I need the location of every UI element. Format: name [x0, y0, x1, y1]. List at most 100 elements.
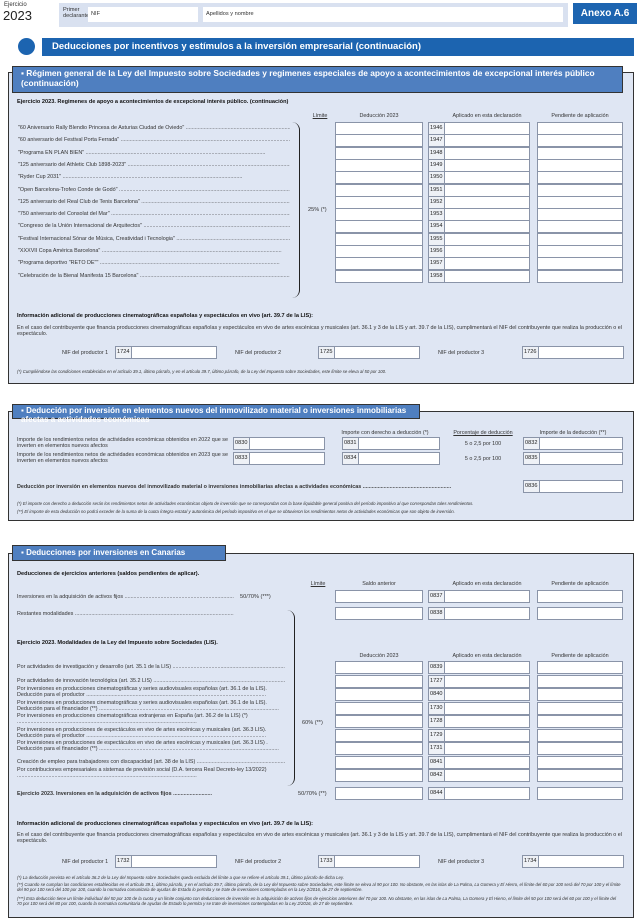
fixed-deduccion-input[interactable] [335, 787, 423, 800]
aplicado-field-1958[interactable]: 1958 [428, 269, 530, 283]
input-area [445, 209, 529, 220]
field-0836[interactable]: 0836 [523, 480, 623, 493]
aplicado-field-1956[interactable]: 1956 [428, 245, 530, 258]
nif-productor-1[interactable]: 1732 [115, 855, 217, 868]
input-area [359, 438, 439, 449]
aplicado-field-1730[interactable]: 1730 [428, 701, 530, 715]
pendiente-input[interactable] [537, 146, 623, 160]
aplicado-field-1729[interactable]: 1729 [428, 728, 530, 742]
deduccion-input[interactable] [335, 742, 423, 755]
input-area [445, 703, 529, 714]
aplicado-field-0839[interactable]: 0839 [428, 661, 530, 674]
pendiente-input[interactable] [537, 183, 623, 197]
pendiente-input[interactable] [537, 245, 623, 258]
pendiente-input[interactable] [537, 728, 623, 742]
saldo-input[interactable] [335, 607, 423, 620]
nif-productor-1[interactable]: 1724 [115, 346, 217, 359]
deduccion-input[interactable] [335, 269, 423, 283]
pendiente-input[interactable] [537, 232, 623, 246]
pendiente-input[interactable] [537, 607, 623, 620]
deduccion-input[interactable] [335, 715, 423, 728]
aplicado-field-1955[interactable]: 1955 [428, 232, 530, 246]
aplicado-field-0837[interactable]: 0837 [428, 590, 530, 603]
pendiente-input[interactable] [537, 208, 623, 222]
nif-field[interactable]: NIF [88, 7, 198, 22]
nif-productor-2[interactable]: 1733 [318, 855, 420, 868]
aplicado-field-1727[interactable]: 1727 [428, 674, 530, 688]
saldo-input[interactable] [335, 590, 423, 603]
input-area [445, 730, 529, 741]
pendiente-input[interactable] [537, 158, 623, 172]
pendiente-input[interactable] [537, 195, 623, 209]
deduccion-input[interactable] [335, 701, 423, 715]
pendiente-input[interactable] [537, 661, 623, 674]
pendiente-input[interactable] [537, 171, 623, 185]
pendiente-input[interactable] [537, 715, 623, 728]
deduccion-input[interactable] [335, 661, 423, 674]
aplicado-field-1947[interactable]: 1947 [428, 134, 530, 148]
aplicado-field-1950[interactable]: 1950 [428, 171, 530, 185]
nombre-field[interactable]: Apellidos y nombre [203, 7, 563, 22]
code: 0834 [343, 453, 359, 464]
field-0834[interactable]: 0834 [342, 452, 440, 465]
deduccion-input[interactable] [335, 183, 423, 197]
nif-productor-3[interactable]: 1734 [522, 855, 624, 868]
deduccion-input[interactable] [335, 257, 423, 271]
input-area [445, 221, 529, 232]
deduccion-input[interactable] [335, 171, 423, 185]
field-0832[interactable]: 0832 [523, 437, 623, 450]
label-text: Por inversiones en producciones de espec… [17, 726, 267, 739]
aplicado-field-0842[interactable]: 0842 [428, 769, 530, 782]
pendiente-input[interactable] [537, 742, 623, 755]
pendiente-input[interactable] [537, 674, 623, 688]
field-0835[interactable]: 0835 [523, 452, 623, 465]
deduccion-input[interactable] [335, 755, 423, 769]
pendiente-input[interactable] [537, 755, 623, 769]
field-0830[interactable]: 0830 [233, 437, 325, 450]
aplicado-field-1946[interactable]: 1946 [428, 122, 530, 135]
aplicado-field-1954[interactable]: 1954 [428, 220, 530, 234]
row-label: NIF del productor 3 ....................… [438, 350, 486, 357]
input-area [445, 160, 529, 171]
aplicado-field-0841[interactable]: 0841 [428, 755, 530, 769]
pendiente-input[interactable] [537, 134, 623, 148]
pendiente-input[interactable] [537, 257, 623, 271]
aplicado-field-1951[interactable]: 1951 [428, 183, 530, 197]
pendiente-input[interactable] [537, 701, 623, 715]
pendiente-input[interactable] [537, 220, 623, 234]
pendiente-input[interactable] [537, 122, 623, 135]
nif-productor-2[interactable]: 1725 [318, 346, 420, 359]
deduccion-input[interactable] [335, 245, 423, 258]
aplicado-field-1728[interactable]: 1728 [428, 715, 530, 728]
deduccion-input[interactable] [335, 208, 423, 222]
deduccion-input[interactable] [335, 134, 423, 148]
fixed-pendiente-input[interactable] [537, 787, 623, 800]
pendiente-input[interactable] [537, 590, 623, 603]
aplicado-field-1953[interactable]: 1953 [428, 208, 530, 222]
field-0833[interactable]: 0833 [233, 452, 325, 465]
deduccion-input[interactable] [335, 220, 423, 234]
deduccion-input[interactable] [335, 769, 423, 782]
deduccion-input[interactable] [335, 122, 423, 135]
deduccion-input[interactable] [335, 158, 423, 172]
field-0844[interactable]: 0844 [428, 787, 530, 800]
pendiente-input[interactable] [537, 769, 623, 782]
nif-productor-3[interactable]: 1726 [522, 346, 624, 359]
deduccion-input[interactable] [335, 146, 423, 160]
aplicado-field-0840[interactable]: 0840 [428, 688, 530, 701]
deduccion-input[interactable] [335, 195, 423, 209]
deduccion-input[interactable] [335, 728, 423, 742]
aplicado-field-1949[interactable]: 1949 [428, 158, 530, 172]
aplicado-field-1731[interactable]: 1731 [428, 742, 530, 755]
deduccion-input[interactable] [335, 232, 423, 246]
pendiente-input[interactable] [537, 688, 623, 701]
aplicado-field-1957[interactable]: 1957 [428, 257, 530, 271]
aplicado-field-1952[interactable]: 1952 [428, 195, 530, 209]
aplicado-field-1948[interactable]: 1948 [428, 146, 530, 160]
deduccion-input[interactable] [335, 674, 423, 688]
pendiente-input[interactable] [537, 269, 623, 283]
deduccion-input[interactable] [335, 688, 423, 701]
input-area [445, 757, 529, 768]
field-0831[interactable]: 0831 [342, 437, 440, 450]
aplicado-field-0838[interactable]: 0838 [428, 607, 530, 620]
